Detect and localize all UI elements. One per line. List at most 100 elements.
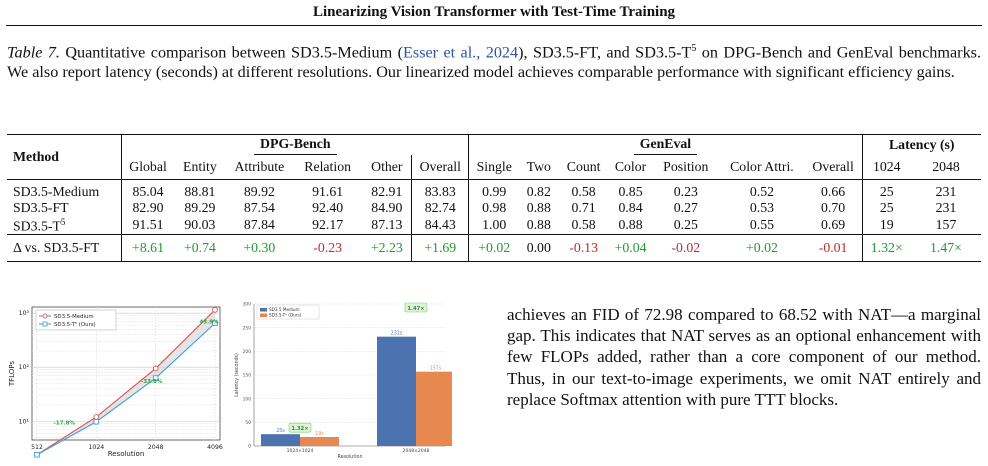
speedup-label: 1.32× [291,426,308,432]
series-line [36,322,216,456]
header-geneval-col-5: Color Attri. [730,159,794,174]
bar [416,371,452,446]
dpg-value-cell: 84.43 [411,215,469,235]
delta-row: Δ vs. SD3.5-FT +8.61 +0.74 +0.30 -0.23 +2.23 +… [7,235,981,262]
geneval-value-cell: 0.88 [526,216,551,232]
y-tick-label: 300 [243,302,252,308]
method-cell: SD3.5-Medium [13,184,100,199]
header-geneval-col-3: Color [614,159,647,174]
running-head: Linearizing Vision Transformer with Test… [312,4,676,20]
legend-box [35,309,117,331]
reduction-annotation: 43.9% [199,320,219,326]
dpg-value-cell: 83.83 [411,180,469,200]
geneval-delta-cell: +0.02 [468,235,519,262]
legend-swatch [260,313,267,317]
latency-bar-chart: 0 50 100 150 200 250 300 25s 19s 1024×1024 1.32× 23… [232,298,452,466]
dpg-value-cell: 82.74 [411,199,469,215]
speedup-label: 1.47× [407,306,424,312]
geneval-value-cell: 0.99 [468,180,519,200]
x-tick-label: 1024 [88,444,104,451]
geneval-value-cell: 0.71 [571,199,596,215]
geneval-delta-cell: +0.02 [745,240,778,256]
header-dpg-col-2: Attribute [234,159,285,174]
header-dpg-bench: DPG-Bench [121,135,469,155]
geneval-delta-cell: -0.02 [671,240,701,256]
caption-citation-link[interactable]: Esser et al., 2024 [403,43,519,62]
y-tick-label: 0 [248,444,251,450]
data-point [34,452,40,458]
latency-value-cell: 19 [861,215,912,235]
y-axis-label: TFLOPs [8,361,16,388]
dpg-delta-cell: +0.30 [243,240,276,256]
results-table: Method DPG-Bench GenEval Latency (s) Glo… [7,134,981,263]
header-geneval: GenEval [468,135,863,155]
speedup-badge [288,422,312,433]
caption-text-2: ), SD3.5-FT, and SD3.5-T [518,43,692,62]
latency-delta-cell: 1.32× [861,235,912,262]
dpg-value-cell: 85.04 [121,180,174,200]
geneval-delta-cell: -0.01 [804,235,863,262]
dpg-delta-cell: +8.61 [121,235,174,262]
latency-value-cell: 25 [861,180,912,200]
table-row: SD3.5-FT 82.90 89.29 87.54 92.40 84.90 82.74 0.… [7,199,981,215]
legend-swatch [260,308,267,312]
data-point [93,414,100,420]
y-tick-label: 10¹ [19,418,30,425]
x-tick-label: 1024×1024 [287,448,314,454]
method-cell: SD3.5-T5 [13,217,66,234]
dpg-value-cell: 92.17 [312,216,344,232]
header-geneval-col-2: Count [566,159,601,174]
dpg-value-cell: 87.84 [243,216,275,232]
y-tick-label: 150 [243,373,252,379]
header-dpg-col-5: Overall [411,155,469,180]
dpg-delta-cell: +1.69 [411,235,469,262]
header-dpg-col-3: Relation [304,159,352,174]
geneval-value-cell: 0.88 [618,216,643,232]
geneval-value-cell: 0.25 [673,216,698,232]
geneval-value-cell: 0.66 [804,180,863,200]
legend-box [256,304,320,320]
geneval-value-cell: 0.85 [618,184,643,199]
legend-label: SD3.5 Medium [269,307,300,312]
x-tick-label: 2048×2048 [403,448,430,454]
data-point [93,418,100,425]
y-tick-label: 250 [243,325,252,331]
header-geneval-col-6: Overall [804,155,863,180]
x-axis-label: Resolution [108,450,145,458]
geneval-value-cell: 0.84 [618,199,643,215]
running-head-rule [6,25,982,26]
legend-marker [42,321,48,327]
geneval-delta-cell: -0.13 [569,240,598,256]
header-dpg-col-0: Global [121,155,174,180]
header-geneval-col-0: Single [468,155,519,180]
x-tick-label: 4096 [207,444,223,451]
data-point [152,375,159,381]
legend-label: SD3.5-T⁵ (Ours) [54,321,96,328]
header-method: Method [13,149,59,164]
dpg-value-cell: 91.61 [312,184,344,199]
data-point [212,307,218,313]
header-dpg-col-4: Other [371,159,403,174]
dpg-delta-cell: +2.23 [370,240,403,256]
legend-label: SD3.5-Medium [54,314,94,320]
y-tick-label: 10² [19,364,30,371]
header-latency: Latency (s) [861,135,981,155]
delta-method-cell: Δ vs. SD3.5-FT [13,240,100,256]
caption-superscript: 5 [691,43,697,54]
bar [300,437,339,446]
caption-text-1: Quantitative comparison between SD3.5-Me… [59,43,403,62]
geneval-value-cell: 0.58 [571,184,596,199]
bar [377,336,416,446]
bar-value-label: 157s [430,366,442,372]
header-geneval-col-1: Two [526,159,551,174]
dpg-value-cell: 82.90 [121,199,174,215]
latency-value-cell: 231 [935,199,957,215]
dpg-value-cell: 90.03 [184,216,216,232]
dpg-value-cell: 92.40 [312,199,344,215]
geneval-value-cell: 0.98 [468,199,519,215]
dpg-value-cell: 84.90 [371,199,403,215]
y-tick-label: 200 [243,349,252,355]
dpg-delta-cell: +0.74 [183,240,216,256]
dpg-value-cell: 91.51 [121,215,174,235]
caption-label: Table 7. [7,43,60,62]
